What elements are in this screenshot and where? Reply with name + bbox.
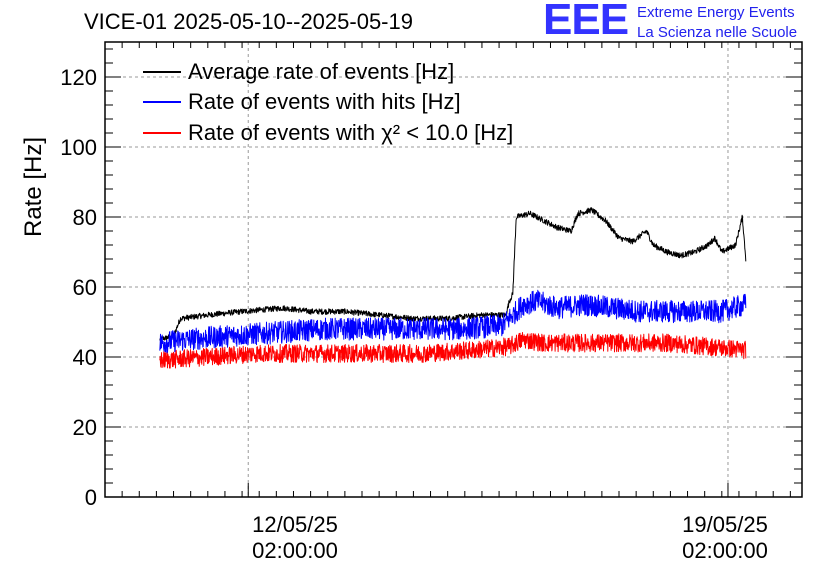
y-axis-label: Rate [Hz] <box>20 136 48 238</box>
y-axis-label-wrap: Rate [Hz] <box>4 137 47 237</box>
x-tick-1-time: 02:00:00 <box>252 538 338 563</box>
y-tick-label-120: 120 <box>60 65 97 90</box>
y-tick-label-60: 60 <box>73 275 97 300</box>
series-line-average <box>159 207 747 342</box>
y-tick-label-0: 0 <box>85 485 97 510</box>
eee-logo: EEE <box>543 0 629 44</box>
x-tick-2-time: 02:00:00 <box>682 538 768 563</box>
legend-swatch-chi2 <box>143 132 181 134</box>
y-tick-label-20: 20 <box>73 415 97 440</box>
legend-label-average: Average rate of events [Hz] <box>188 59 455 84</box>
y-tick-label-40: 40 <box>73 345 97 370</box>
logo-subtitle-2: La Scienza nelle Scuole <box>637 24 798 41</box>
logo-subtitle-1: Extreme Energy Events <box>637 4 795 21</box>
y-tick-label-100: 100 <box>60 135 97 160</box>
legend-label-hits: Rate of events with hits [Hz] <box>188 89 461 114</box>
series-line-hits <box>159 289 747 354</box>
x-tick-2-date: 19/05/25 <box>682 512 768 537</box>
y-tick-label-80: 80 <box>73 205 97 230</box>
x-tick-1-date: 12/05/25 <box>252 512 338 537</box>
chart-title: VICE-01 2025-05-10--2025-05-19 <box>84 9 413 34</box>
x-tick-label-2: 19/05/25 02:00:00 <box>655 512 795 564</box>
legend-swatch-hits <box>143 101 181 103</box>
x-tick-label-1: 12/05/25 02:00:00 <box>225 512 365 564</box>
legend-swatch-average <box>143 71 181 73</box>
legend-label-chi2: Rate of events with χ² < 10.0 [Hz] <box>188 120 514 145</box>
series-line-chi2 <box>159 332 747 369</box>
plot-frame <box>104 41 803 498</box>
